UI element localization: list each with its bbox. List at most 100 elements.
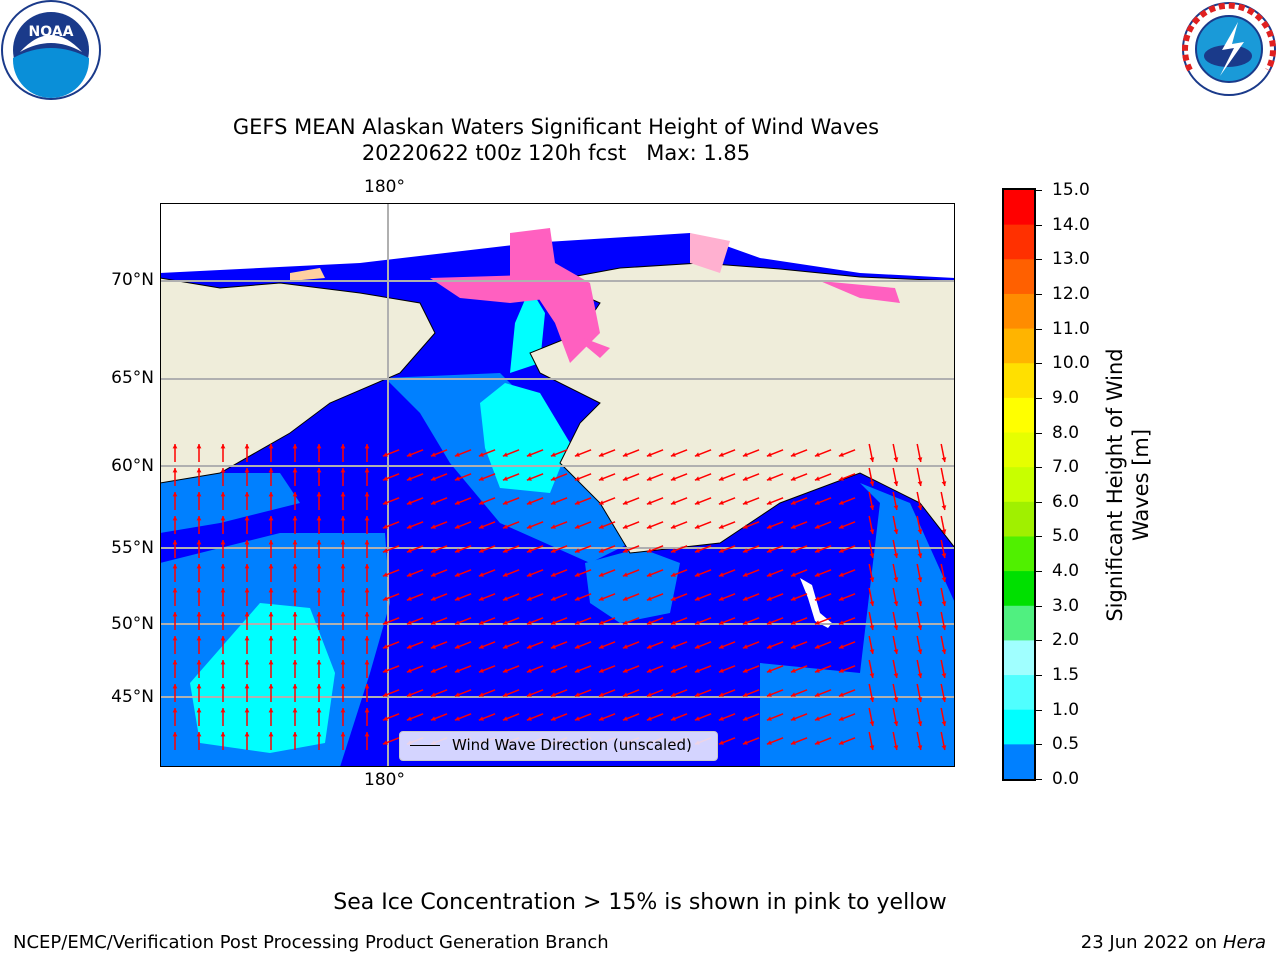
gridlines xyxy=(160,203,955,767)
wave-arrow-head xyxy=(292,516,298,521)
wave-arrow-head xyxy=(598,500,604,505)
wave-arrow-head xyxy=(316,708,322,713)
wave-arrow-head xyxy=(574,548,580,553)
wave-arrow-head xyxy=(454,524,460,529)
wave-arrow-head xyxy=(292,468,298,473)
footer-host: Hera xyxy=(1222,932,1266,953)
lat-label-45: 45°N xyxy=(111,687,154,707)
wave-arrow-head xyxy=(869,457,875,462)
wave-arrow-head xyxy=(838,644,844,649)
wave-arrow-head xyxy=(917,553,923,558)
wave-arrow-head xyxy=(790,692,796,697)
wave-arrow-head xyxy=(478,596,484,601)
wave-arrow-head xyxy=(406,596,412,601)
wave-arrow-head xyxy=(550,524,556,529)
wave-arrow-head xyxy=(646,692,652,697)
wave-arrow-head xyxy=(718,548,724,553)
wave-arrow-head xyxy=(526,476,532,481)
wave-region-high xyxy=(190,603,335,753)
colorbar-tick-label: 13.0 xyxy=(1052,249,1090,270)
wave-arrow-head xyxy=(196,588,202,593)
colorbar-tick-label: 12.0 xyxy=(1052,283,1090,304)
wave-arrow-head xyxy=(382,596,388,601)
wave-arrow-head xyxy=(220,636,226,641)
wave-arrow-head xyxy=(766,644,772,649)
wave-arrow-head xyxy=(196,540,202,545)
lat-label-65: 65°N xyxy=(111,368,154,388)
wave-arrow-head xyxy=(340,732,346,737)
wave-arrow-head xyxy=(430,620,436,625)
wave-arrow-head xyxy=(814,500,820,505)
wave-arrow-head xyxy=(454,452,460,457)
wave-arrow-head xyxy=(364,708,370,713)
colorbar-tick-mark xyxy=(1036,571,1042,573)
wave-arrow-head xyxy=(893,745,899,750)
colorbar-segment xyxy=(1004,467,1034,503)
colorbar-segment xyxy=(1004,224,1034,260)
wave-arrow-head xyxy=(550,620,556,625)
wave-arrow-head xyxy=(406,668,412,673)
colorbar-tick-label: 1.5 xyxy=(1052,665,1080,686)
wave-arrow-head xyxy=(502,452,508,457)
wave-region-mid xyxy=(160,473,300,533)
wave-arrow-head xyxy=(316,564,322,569)
wave-arrow-head xyxy=(838,452,844,457)
wave-arrow-head xyxy=(268,708,274,713)
wave-arrow-head xyxy=(694,620,700,625)
wave-arrow-head xyxy=(292,540,298,545)
colorbar-title-line2: Waves [m] xyxy=(1129,428,1153,542)
nws-logo-icon xyxy=(1182,2,1276,96)
colorbar-tick-mark xyxy=(1036,605,1042,607)
colorbar-tick-mark xyxy=(1036,363,1042,365)
wave-arrow-head xyxy=(220,660,226,665)
wave-arrow-head xyxy=(670,548,676,553)
wave-arrow-head xyxy=(893,625,899,630)
wave-arrow-head xyxy=(646,716,652,721)
wave-arrow-head xyxy=(382,620,388,625)
wave-arrow-head xyxy=(790,572,796,577)
wave-arrow-head xyxy=(550,548,556,553)
wave-arrow-head xyxy=(917,697,923,702)
wave-arrow-head xyxy=(941,697,947,702)
wave-arrow-head xyxy=(382,716,388,721)
wave-arrow-head xyxy=(598,572,604,577)
wave-arrow-head xyxy=(172,636,178,641)
wave-arrow-head xyxy=(364,468,370,473)
wave-arrow-head xyxy=(869,625,875,630)
wave-arrow-head xyxy=(622,572,628,577)
wave-arrow-head xyxy=(941,649,947,654)
wave-arrow-head xyxy=(598,524,604,529)
wave-arrow-head xyxy=(502,524,508,529)
wave-arrow-head xyxy=(766,716,772,721)
wave-arrow-head xyxy=(694,692,700,697)
wave-arrow-head xyxy=(622,524,628,529)
noaa-logo-text: NOAA xyxy=(29,24,74,40)
wave-arrow-head xyxy=(340,660,346,665)
no-data-patch xyxy=(800,578,832,628)
wave-arrow-head xyxy=(406,548,412,553)
wave-arrow-head xyxy=(917,481,923,486)
wave-arrow-head xyxy=(340,612,346,617)
wave-arrow-head xyxy=(172,468,178,473)
wave-arrow-head xyxy=(766,692,772,697)
wave-arrow-head xyxy=(694,716,700,721)
wave-arrow-head xyxy=(382,452,388,457)
wave-arrow-head xyxy=(790,524,796,529)
wave-arrow-head xyxy=(340,444,346,449)
wave-arrow-head xyxy=(430,500,436,505)
wave-arrow-head xyxy=(550,452,556,457)
sea-ice xyxy=(690,233,730,273)
wave-arrow-head xyxy=(172,684,178,689)
wave-arrow-head xyxy=(172,732,178,737)
wave-arrow-head xyxy=(941,457,947,462)
wave-arrow-head xyxy=(550,668,556,673)
wave-arrow-head xyxy=(598,620,604,625)
wave-arrow-head xyxy=(292,636,298,641)
wave-arrow-head xyxy=(406,692,412,697)
wave-arrow-head xyxy=(574,620,580,625)
wave-arrow-head xyxy=(430,644,436,649)
wave-arrow-head xyxy=(244,588,250,593)
wave-arrow-head xyxy=(718,692,724,697)
footer-date-text: 23 Jun 2022 on xyxy=(1080,932,1218,953)
wave-arrow-head xyxy=(917,601,923,606)
